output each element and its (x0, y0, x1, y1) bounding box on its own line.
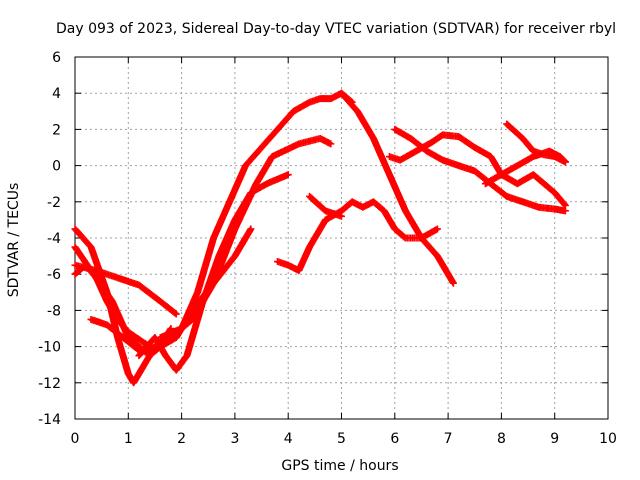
y-tick-label: -14 (38, 412, 61, 428)
x-tick-label: 8 (497, 431, 506, 447)
data-point (561, 158, 569, 166)
x-tick-label: 7 (444, 431, 453, 447)
data-point (560, 157, 568, 165)
data-point (284, 171, 292, 179)
data-point (561, 200, 569, 208)
y-tick-label: 4 (52, 86, 61, 102)
data-point (172, 310, 180, 318)
y-axis: -14 -12 -10 -8 -6 -4 -2 0 2 4 6 (38, 50, 608, 428)
y-tick-label: -12 (38, 376, 61, 392)
data-point (247, 225, 255, 233)
x-tick-label: 9 (550, 431, 559, 447)
x-tick-label: 0 (71, 431, 80, 447)
series-track-8 (274, 198, 441, 275)
y-tick-label: -6 (47, 267, 61, 283)
data-point (433, 225, 441, 233)
x-tick-label: 10 (599, 431, 617, 447)
y-tick-label: -10 (38, 340, 61, 356)
y-tick-label: -8 (47, 303, 61, 319)
series-track-10 (338, 89, 457, 287)
x-tick-label: 6 (390, 431, 399, 447)
y-axis-label: SDTVAR / TECUs (6, 183, 22, 298)
series-track-5 (71, 261, 154, 351)
y-tick-label: -2 (47, 195, 61, 211)
data-points (71, 89, 569, 387)
series-track-1 (71, 225, 175, 387)
grid (75, 57, 608, 419)
series-track-7 (156, 89, 356, 342)
y-tick-label: -4 (47, 231, 61, 247)
x-tick-label: 2 (177, 431, 186, 447)
x-tick-label: 1 (124, 431, 133, 447)
data-point (449, 279, 457, 287)
data-point (171, 309, 179, 317)
x-axis: 0 1 2 3 4 5 6 7 8 9 10 (71, 57, 617, 447)
x-tick-label: 4 (284, 431, 293, 447)
series-track-6 (135, 171, 292, 374)
data-point (338, 212, 345, 220)
series-track-11 (391, 125, 569, 215)
y-tick-label: 6 (52, 50, 61, 66)
data-point (561, 201, 569, 209)
y-tick-label: 2 (52, 122, 61, 138)
series-track-14 (481, 147, 569, 188)
y-tick-label: 0 (52, 159, 61, 175)
x-tick-label: 5 (337, 431, 346, 447)
data-point (327, 140, 335, 148)
chart-title: Day 093 of 2023, Sidereal Day-to-day VTE… (56, 21, 616, 37)
x-tick-label: 3 (230, 431, 239, 447)
x-axis-label: GPS time / hours (281, 458, 398, 474)
series-track-9 (306, 192, 345, 220)
